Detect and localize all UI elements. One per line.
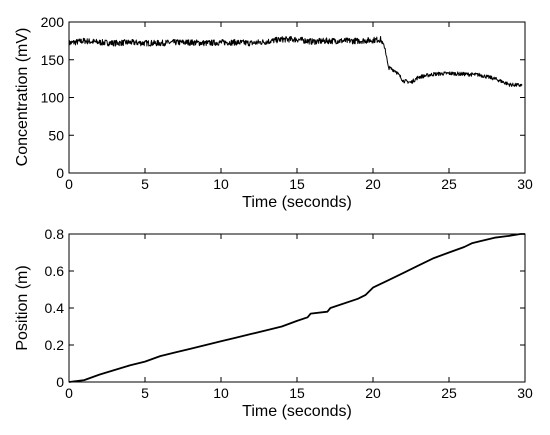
y-axis-label: Position (m) [14,265,31,350]
y-ticks: 0 50 100 150 200 [41,14,525,181]
x-axis-label: Time (seconds) [242,194,352,211]
y-tick-label: 0.6 [45,263,65,279]
chart-position: 0 5 10 15 20 25 30 0 0.2 0.4 0.6 0.8 Time (seconds… [14,226,533,420]
x-tick-label: 25 [441,385,457,401]
y-tick-label: 0.2 [45,337,65,353]
y-tick-label: 0.4 [45,300,65,316]
x-tick-label: 5 [141,385,149,401]
y-tick-label: 200 [41,14,65,30]
x-tick-label: 15 [289,176,305,192]
x-tick-label: 25 [441,176,457,192]
y-tick-label: 50 [48,127,64,143]
x-tick-label: 0 [65,176,73,192]
x-tick-label: 20 [365,385,381,401]
y-tick-label: 100 [41,90,65,106]
chart-concentration: 0 5 10 15 20 25 30 0 50 100 150 200 Time (seconds)… [14,14,533,211]
x-axis-label: Time (seconds) [242,403,352,420]
x-ticks: 0 5 10 15 20 25 30 [65,22,533,192]
x-tick-label: 20 [365,176,381,192]
plot-frame [68,233,526,383]
series-line [68,233,525,383]
y-tick-label: 150 [41,52,65,68]
series-line [68,36,523,87]
x-tick-label: 0 [65,385,73,401]
x-tick-label: 30 [517,385,533,401]
y-ticks: 0 0.2 0.4 0.6 0.8 [45,226,525,390]
x-tick-label: 10 [213,385,229,401]
y-tick-label: 0 [56,165,64,181]
y-tick-label: 0 [56,374,64,390]
x-tick-label: 15 [289,385,305,401]
y-axis-label: Concentration (mV) [14,28,31,167]
y-tick-label: 0.8 [45,226,65,242]
x-tick-label: 30 [517,176,533,192]
x-tick-label: 5 [141,176,149,192]
x-ticks: 0 5 10 15 20 25 30 [65,234,533,401]
x-tick-label: 10 [213,176,229,192]
